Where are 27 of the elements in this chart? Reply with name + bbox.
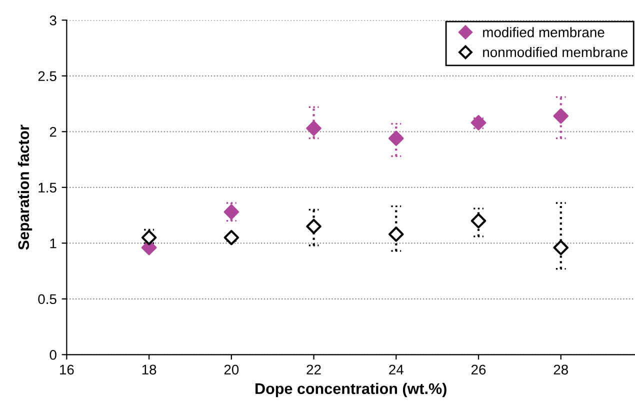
legend-label: modified membrane	[483, 27, 604, 38]
x-tick-label: 22	[306, 364, 321, 374]
y-tick-label: 2	[50, 126, 56, 137]
x-tick-label: 26	[471, 364, 486, 375]
point	[553, 240, 569, 256]
y-tick-label: 1	[50, 238, 56, 248]
y-tick-label: 0.5	[38, 294, 56, 304]
legend-label: nonmodified membrane	[483, 46, 628, 58]
point	[306, 218, 322, 234]
point	[553, 108, 569, 124]
x-tick-label: 28	[554, 364, 568, 375]
point	[470, 213, 486, 228]
y-tick-label: 3	[50, 15, 56, 26]
point	[224, 230, 240, 246]
x-tick-label: 24	[389, 364, 404, 374]
point	[388, 226, 404, 242]
x-axis-title: Dope concentration (wt.%)	[256, 382, 446, 398]
y-tick-label: 0	[50, 350, 56, 360]
y-tick-label: 2.5	[38, 71, 56, 82]
x-tick-label: 18	[142, 364, 156, 375]
point	[306, 120, 322, 136]
point	[388, 130, 404, 146]
x-tick-label: 16	[60, 364, 74, 375]
point	[224, 204, 240, 220]
y-tick-label: 1.5	[38, 182, 56, 193]
y-axis-title: Separation factor	[18, 124, 32, 250]
x-tick-label: 20	[224, 364, 239, 375]
